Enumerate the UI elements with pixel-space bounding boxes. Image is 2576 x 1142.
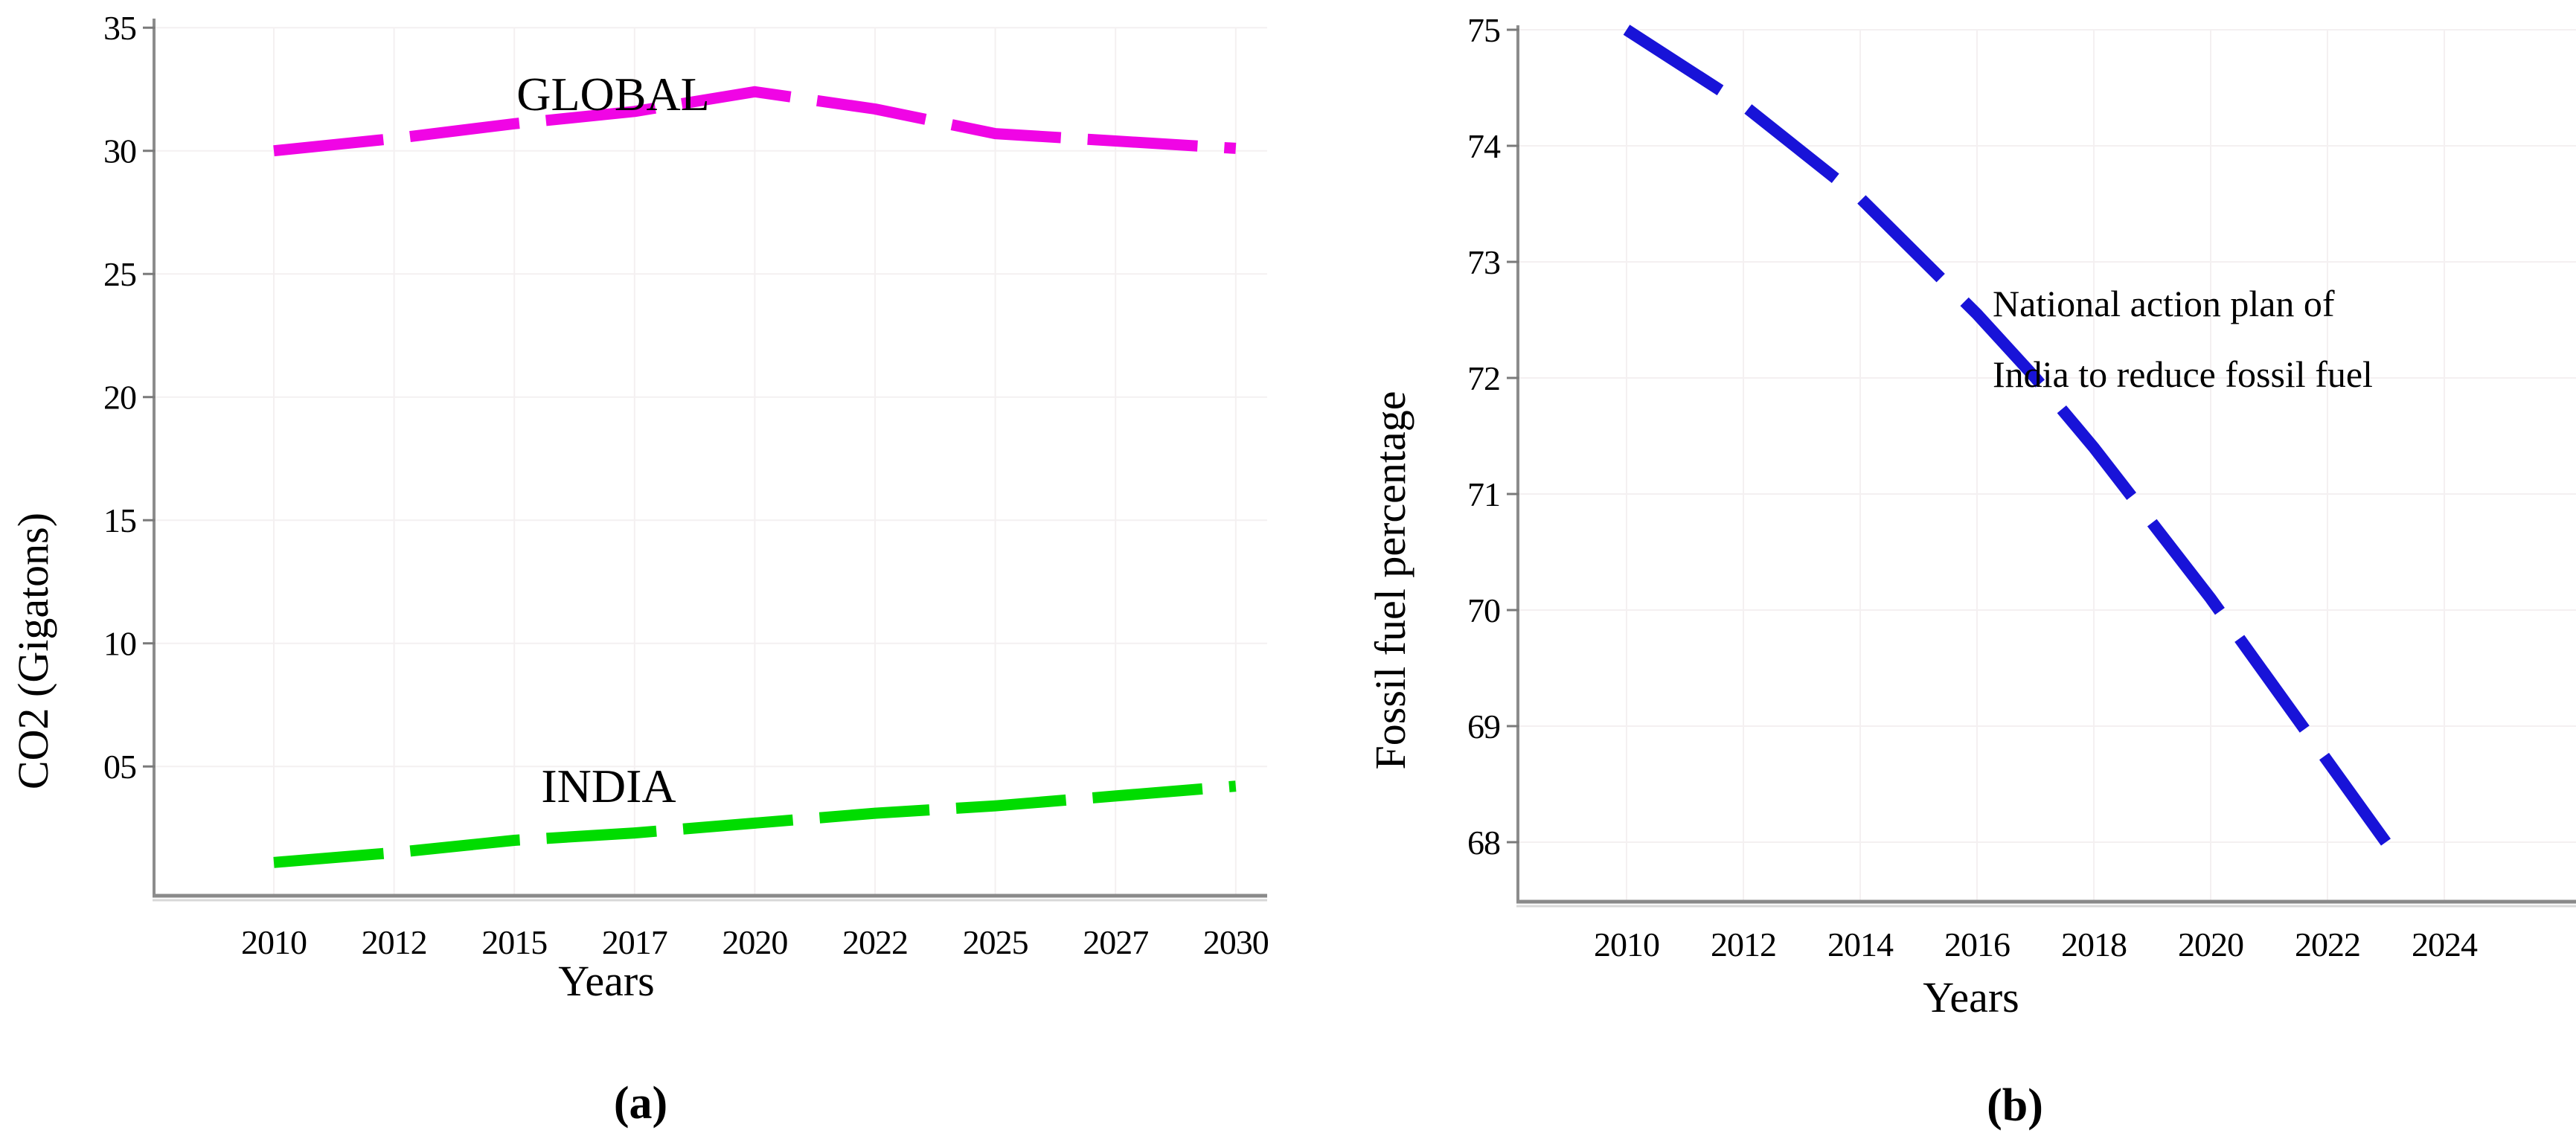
- chart-b-fossil-fuel-percentage: 75 74 73 72 71 70 69 68 2010 2012 2014 2016 2018 2020…: [1366, 11, 2576, 1131]
- chart-b-y-axis-title: Fossil fuel percentage: [1366, 391, 1414, 770]
- x-tick-label: 2020: [2178, 926, 2243, 963]
- x-tick-label: 2012: [362, 923, 427, 961]
- y-tick-label: 68: [1467, 824, 1500, 862]
- x-tick-label: 2010: [241, 923, 307, 961]
- series-line-fossil-fuel-percentage: [1623, 25, 2391, 846]
- x-tick-label: 2018: [2061, 926, 2127, 963]
- y-tick-label: 69: [1467, 708, 1500, 745]
- x-tick-label: 2015: [481, 923, 547, 961]
- chart-b-x-axis-title: Years: [1923, 973, 2019, 1021]
- y-tick-label: 15: [103, 501, 136, 539]
- x-tick-label: 2024: [2412, 926, 2478, 963]
- chart-b-annotation-line-1: National action plan of: [1993, 283, 2335, 324]
- x-tick-label: 2022: [842, 923, 908, 961]
- x-tick-label: 2016: [1944, 926, 2010, 963]
- y-tick-label: 25: [103, 255, 136, 293]
- y-tick-label: 35: [103, 9, 136, 47]
- x-tick-label: 2014: [1827, 926, 1894, 963]
- chart-b-annotation-line-2: India to reduce fossil fuel: [1993, 353, 2373, 395]
- chart-a-caption: (a): [614, 1078, 667, 1129]
- x-tick-label: 2017: [602, 923, 667, 961]
- chart-b-plot-area: 75 74 73 72 71 70 69 68 2010 2012 2014 2016 2018 2020…: [1467, 11, 2576, 963]
- x-tick-label: 2027: [1083, 923, 1148, 961]
- chart-a-x-axis-title: Years: [558, 957, 654, 1005]
- x-tick-label: 2020: [722, 923, 787, 961]
- series-line-india: [273, 780, 1237, 868]
- y-tick-label: 75: [1467, 11, 1500, 49]
- y-tick-label: 30: [103, 132, 136, 170]
- x-tick-label: 2010: [1594, 926, 1659, 963]
- chart-b-caption: (b): [1987, 1080, 2043, 1131]
- x-tick-label: 2012: [1711, 926, 1776, 963]
- x-tick-label: 2030: [1203, 923, 1269, 961]
- y-tick-label: 70: [1467, 591, 1500, 629]
- y-tick-label: 73: [1467, 243, 1500, 281]
- y-tick-label: 74: [1467, 127, 1501, 165]
- series-line-global: [273, 86, 1237, 157]
- y-tick-label: 20: [103, 379, 136, 417]
- y-tick-label: 71: [1467, 475, 1500, 513]
- y-tick-label: 10: [103, 625, 136, 663]
- x-tick-label: 2025: [963, 923, 1028, 961]
- grid-b: [1519, 29, 2576, 900]
- chart-a-y-axis-title: CO2 (Gigatons): [9, 513, 57, 789]
- chart-a-series-label-india: INDIA: [541, 760, 676, 812]
- chart-a-series-label-global: GLOBAL: [516, 68, 710, 121]
- y-tick-label: 05: [103, 748, 136, 786]
- grid-a: [156, 27, 1267, 894]
- y-tick-label: 72: [1467, 359, 1500, 397]
- x-tick-label: 2022: [2295, 926, 2360, 963]
